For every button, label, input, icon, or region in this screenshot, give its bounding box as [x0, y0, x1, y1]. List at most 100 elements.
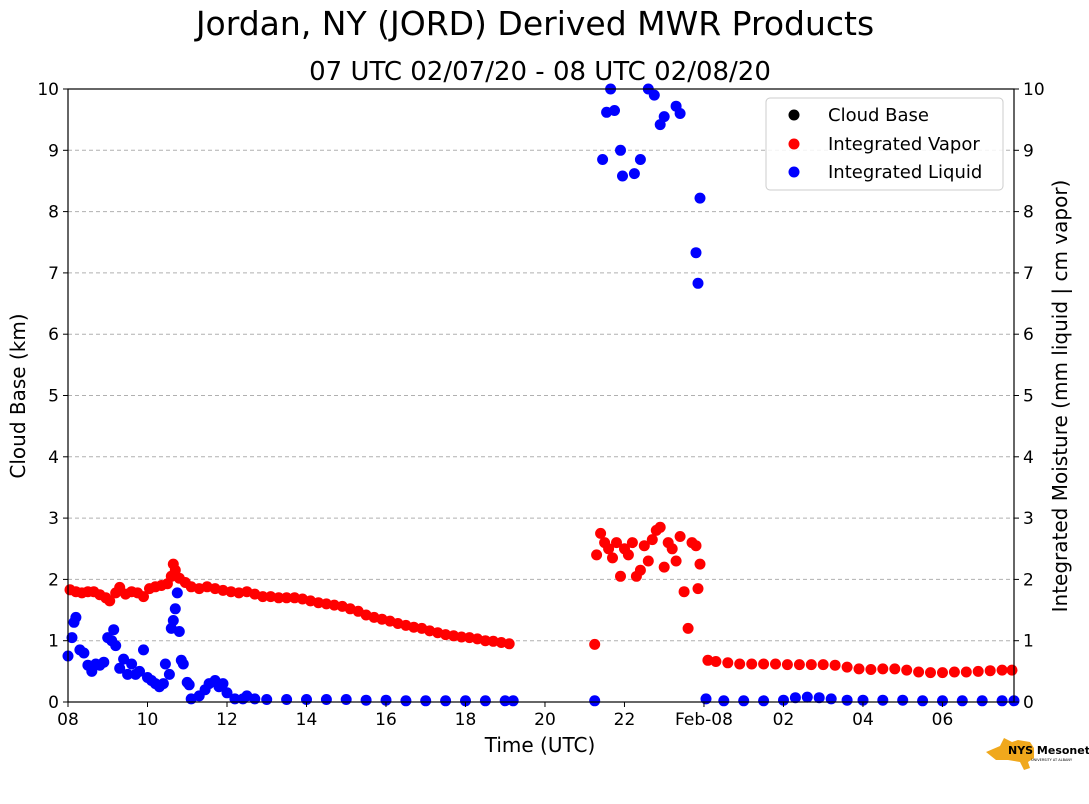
axes: [63, 88, 1019, 707]
point-integrated-vapor-70: [611, 537, 622, 549]
point-integrated-liquid-92: [857, 694, 869, 706]
point-integrated-liquid-3: [70, 611, 82, 623]
vapor-series: [64, 521, 1018, 679]
legend-frame: [765, 97, 1004, 191]
point-integrated-vapor-99: [770, 658, 781, 670]
point-integrated-vapor-7: [104, 595, 116, 607]
point-integrated-vapor-110: [901, 664, 913, 676]
point-integrated-vapor-115: [960, 666, 972, 678]
point-integrated-liquid-68: [609, 105, 620, 116]
point-integrated-vapor-116: [972, 665, 984, 677]
point-integrated-liquid-80: [692, 277, 704, 289]
point-integrated-vapor-57: [456, 631, 467, 643]
point-integrated-vapor-101: [793, 659, 805, 671]
legend: Cloud Base Integrated Vapor Integrated L…: [765, 97, 1004, 191]
legend-marker-cloud-base: [788, 109, 800, 121]
point-integrated-liquid-95: [917, 695, 929, 707]
point-integrated-vapor-91: [692, 583, 704, 595]
point-integrated-vapor-94: [710, 656, 722, 667]
x-tick-label-6: 20: [534, 710, 556, 730]
point-integrated-vapor-73: [622, 549, 634, 561]
y-axis-label-right: Integrated Moisture (mm liquid | cm vapo…: [1048, 180, 1072, 613]
chart-subtitle: 07 UTC 02/07/20 - 08 UTC 02/08/20: [309, 57, 771, 87]
point-integrated-vapor-104: [829, 659, 841, 671]
point-integrated-liquid-64: [589, 695, 601, 707]
point-integrated-liquid-96: [937, 695, 948, 707]
x-axis-label: Time (UTC): [484, 733, 596, 757]
point-integrated-liquid-49: [249, 693, 261, 705]
y-tick-label-left-8: 8: [48, 203, 59, 223]
point-integrated-vapor-90: [690, 540, 702, 552]
point-integrated-liquid-45: [221, 687, 233, 699]
legend-label-integrated-liquid: Integrated Liquid: [828, 162, 982, 183]
point-integrated-vapor-60: [479, 635, 491, 647]
point-integrated-liquid-71: [628, 168, 640, 180]
logo-text: NYS Mesonet: [1008, 744, 1089, 757]
point-integrated-vapor-66: [595, 527, 607, 539]
point-integrated-vapor-111: [913, 666, 925, 678]
y-tick-label-left-7: 7: [48, 264, 59, 284]
y-tick-label-right-5: 5: [1023, 387, 1034, 407]
point-integrated-vapor-86: [674, 531, 686, 542]
x-tick-label-5: 18: [455, 710, 477, 730]
y-tick-label-right-8: 8: [1023, 203, 1034, 223]
point-integrated-liquid-16: [118, 653, 130, 665]
point-integrated-liquid-17: [122, 668, 134, 680]
point-integrated-liquid-62: [499, 695, 511, 707]
point-integrated-vapor-106: [853, 663, 865, 675]
point-integrated-liquid-97: [956, 695, 968, 707]
point-integrated-vapor-105: [841, 661, 853, 673]
y-tick-label-right-0: 0: [1023, 693, 1034, 713]
point-integrated-liquid-84: [738, 695, 750, 707]
point-integrated-liquid-35: [177, 658, 189, 670]
point-integrated-vapor-69: [607, 552, 618, 564]
legend-label-integrated-vapor: Integrated Vapor: [828, 134, 980, 155]
legend-marker-integrated-vapor: [788, 138, 800, 150]
point-integrated-liquid-63: [507, 695, 519, 707]
point-integrated-liquid-31: [169, 603, 181, 615]
y-tick-label-right-10: 10: [1023, 80, 1045, 100]
x-tick-label-4: 16: [375, 710, 397, 730]
point-integrated-liquid-13: [108, 624, 120, 636]
y-tick-label-right-2: 2: [1023, 570, 1034, 590]
point-integrated-vapor-88: [682, 622, 694, 634]
new-york-state-icon: [986, 738, 1034, 770]
point-integrated-liquid-10: [98, 656, 110, 668]
x-tick-label-10: 04: [852, 710, 874, 730]
point-integrated-vapor-95: [722, 657, 734, 669]
point-integrated-vapor-34: [273, 592, 285, 604]
y-tick-label-left-1: 1: [48, 632, 59, 652]
point-integrated-liquid-90: [825, 693, 837, 705]
x-tick-label-8: Feb-08: [675, 710, 733, 730]
point-integrated-vapor-82: [658, 561, 670, 573]
point-integrated-vapor-78: [642, 555, 654, 567]
point-integrated-liquid-50: [261, 694, 273, 705]
point-integrated-vapor-103: [817, 659, 829, 671]
point-integrated-liquid-5: [78, 647, 90, 659]
point-integrated-liquid-99: [996, 695, 1008, 707]
point-integrated-vapor-108: [877, 663, 889, 675]
y-tick-label-right-7: 7: [1023, 264, 1034, 284]
point-integrated-liquid-55: [360, 694, 372, 706]
legend-marker-integrated-liquid: [788, 166, 800, 178]
point-integrated-liquid-33: [173, 626, 185, 637]
point-integrated-liquid-14: [110, 640, 122, 652]
point-integrated-liquid-79: [690, 247, 702, 259]
point-integrated-liquid-76: [658, 111, 670, 123]
x-tick-label-3: 14: [296, 710, 318, 730]
y-tick-label-left-3: 3: [48, 509, 59, 529]
point-integrated-liquid-32: [171, 587, 183, 599]
point-integrated-vapor-85: [670, 555, 682, 567]
point-integrated-vapor-107: [865, 664, 877, 675]
point-integrated-liquid-70: [617, 170, 628, 182]
point-integrated-liquid-74: [648, 89, 660, 101]
point-integrated-liquid-87: [789, 692, 801, 704]
point-integrated-liquid-82: [700, 693, 712, 705]
point-integrated-vapor-97: [746, 658, 758, 670]
point-integrated-vapor-114: [948, 666, 960, 678]
point-integrated-liquid-56: [380, 694, 392, 706]
point-integrated-liquid-78: [674, 108, 686, 119]
point-integrated-vapor-117: [984, 665, 996, 677]
point-integrated-liquid-59: [440, 695, 452, 707]
